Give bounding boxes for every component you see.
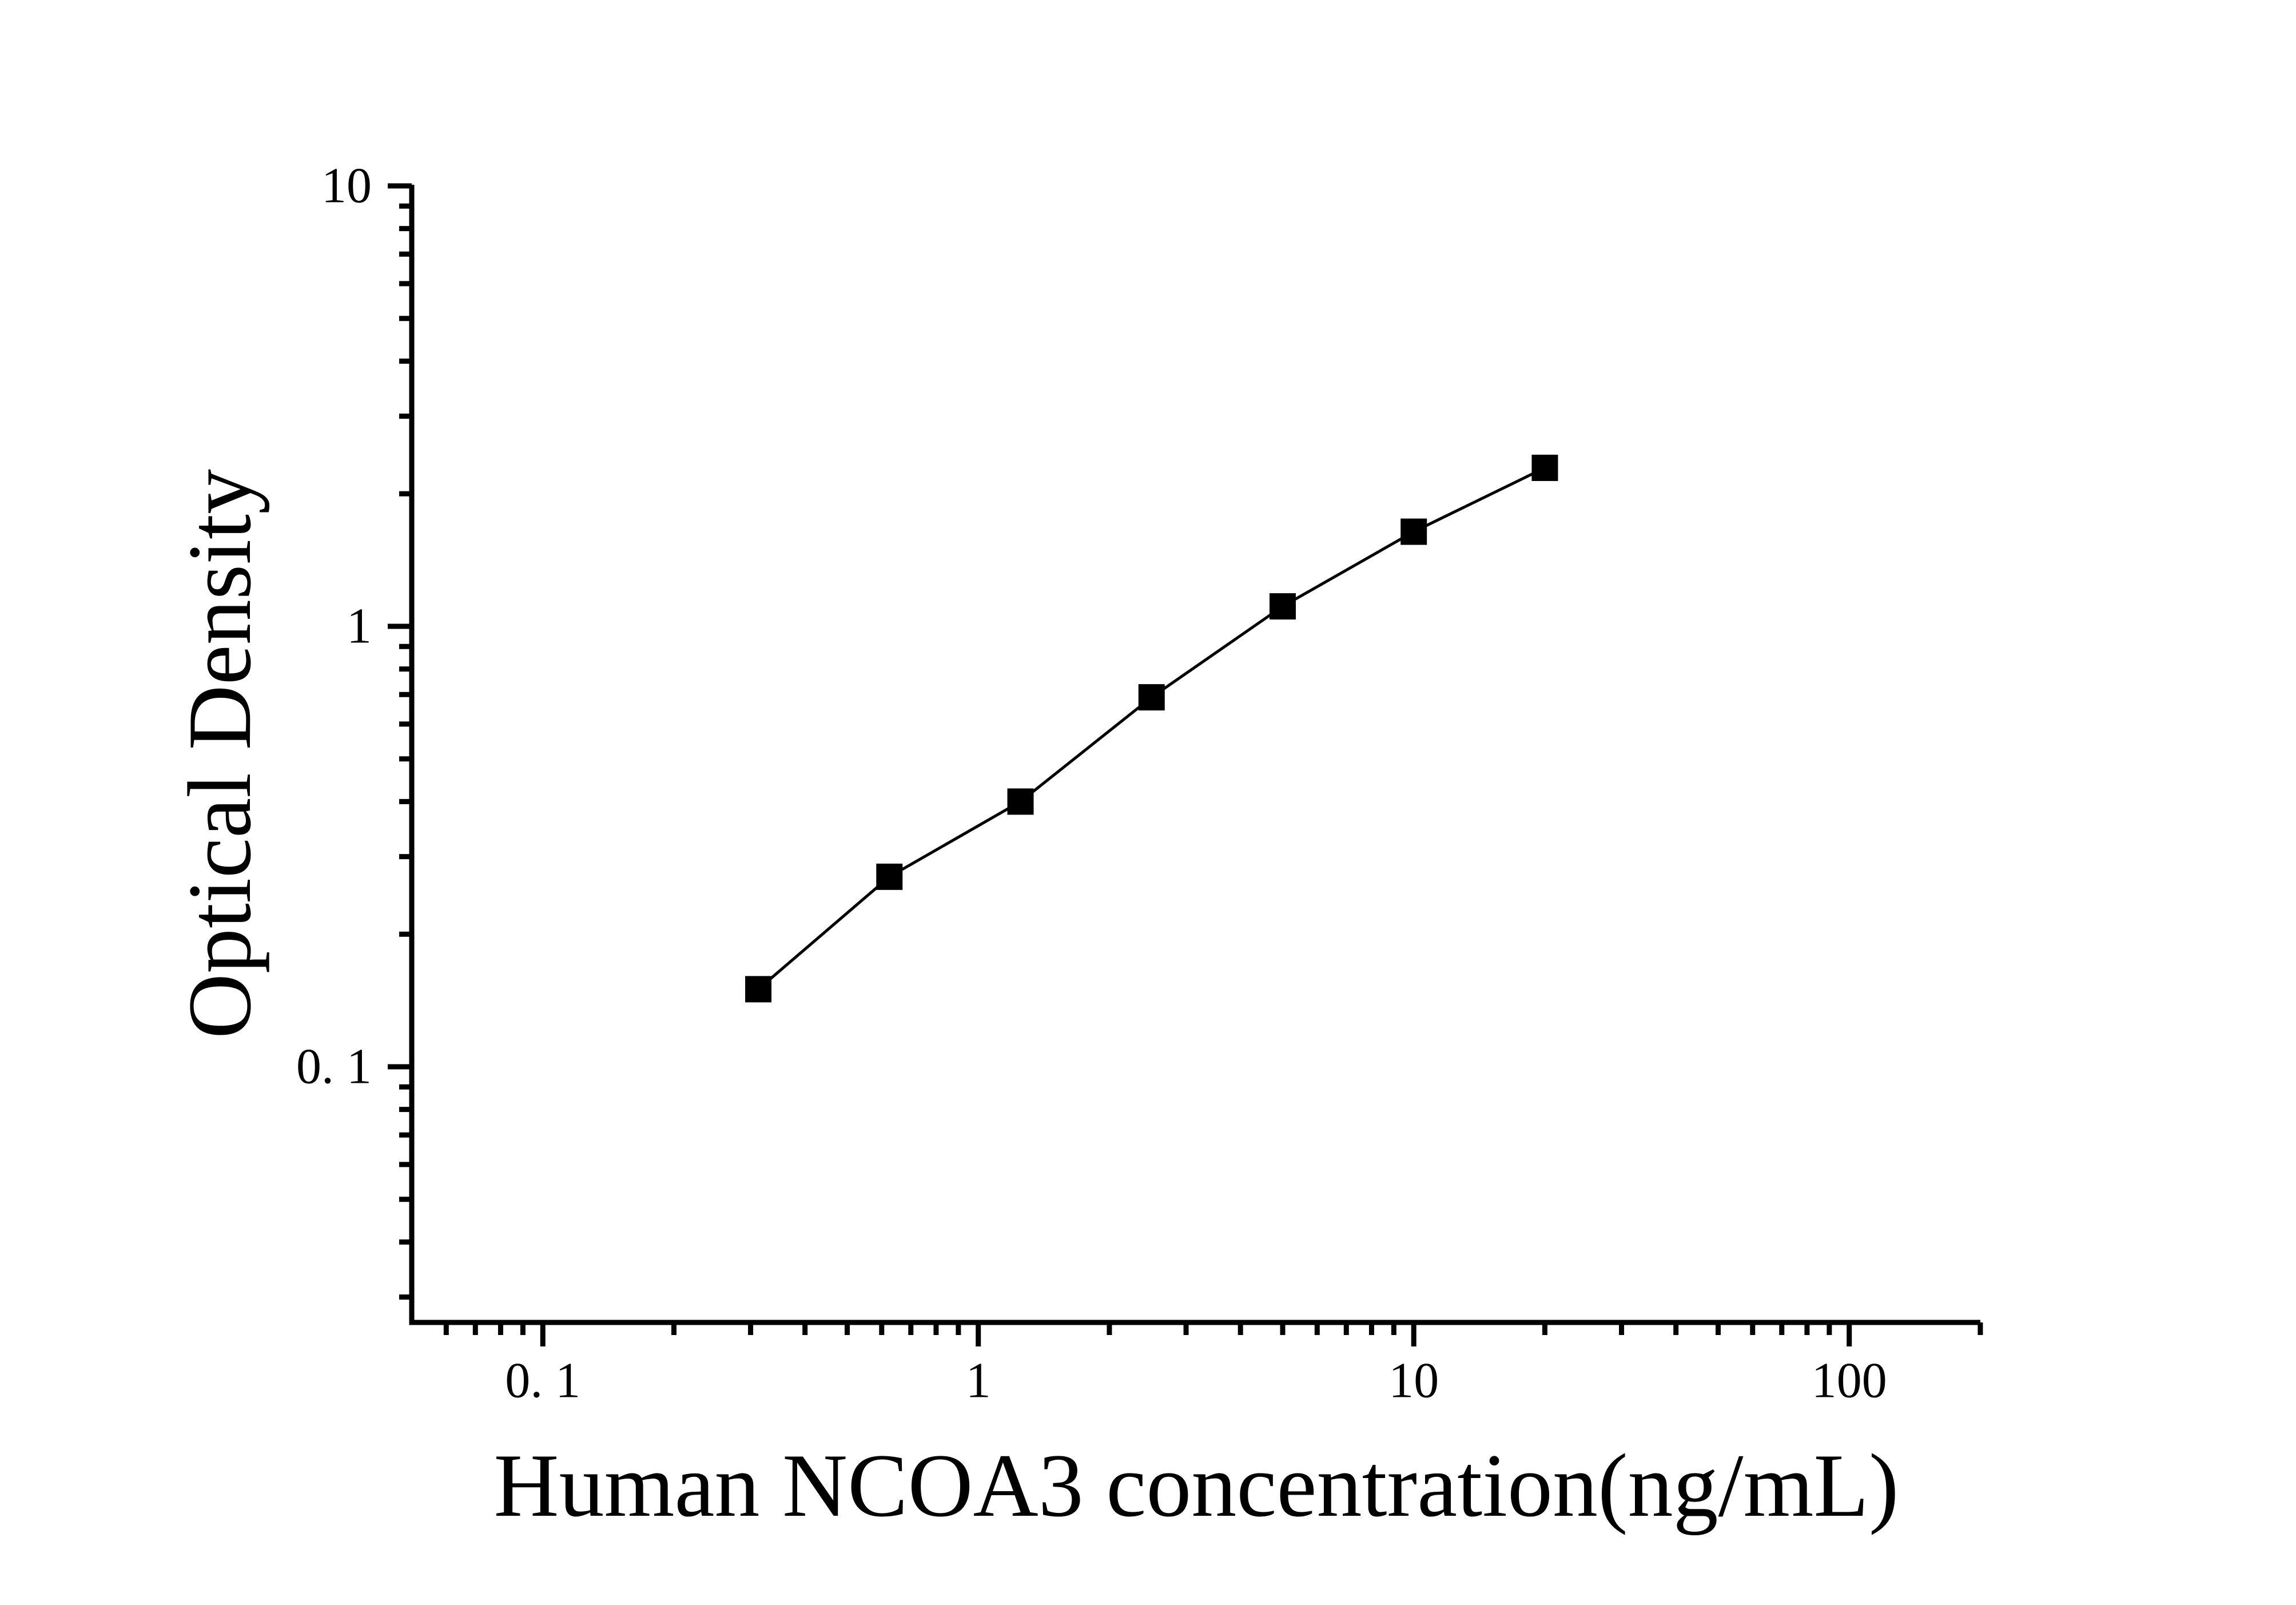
- y-axis-title: Optical Density: [170, 468, 270, 1039]
- data-point-marker: [745, 976, 772, 1003]
- data-point-marker: [1007, 788, 1034, 815]
- data-point-marker: [876, 863, 903, 890]
- y-tick-label: 1: [347, 599, 372, 654]
- axes-lines: [409, 185, 1980, 1325]
- data-point-marker: [1270, 593, 1296, 620]
- y-tick-label: 0. 1: [296, 1039, 372, 1095]
- y-tick-label: 10: [321, 158, 372, 214]
- data-point-marker: [1138, 684, 1165, 711]
- standard-curve-line: [757, 466, 1546, 991]
- data-point-marker: [1531, 454, 1558, 481]
- x-tick-label: 1: [966, 1353, 991, 1409]
- x-axis-title: Human NCOA3 concentration(ng/mL): [494, 1436, 1899, 1536]
- x-tick-label: 10: [1388, 1353, 1439, 1409]
- x-tick-label: 100: [1812, 1353, 1887, 1409]
- data-point-marker: [1400, 518, 1427, 545]
- x-tick-label: 0. 1: [505, 1353, 580, 1409]
